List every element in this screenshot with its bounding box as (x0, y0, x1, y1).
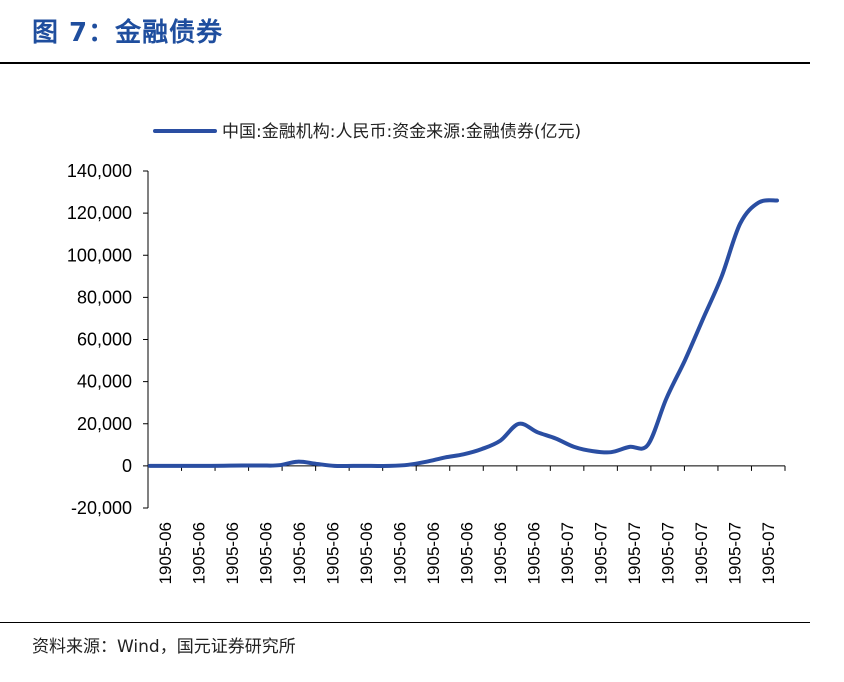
x-tick-label: 1905-07 (558, 522, 577, 584)
x-tick-label: 1905-07 (692, 522, 711, 584)
y-tick-label: 0 (122, 456, 132, 476)
line-chart: -20,000 0 20,000 40,000 60,000 80,000 100,000 1… (67, 122, 786, 584)
x-tick-label: 1905-06 (156, 522, 175, 584)
y-tick-label: 100,000 (67, 245, 132, 265)
x-tick-label: 1905-06 (458, 522, 477, 584)
y-tick-label: 40,000 (77, 372, 132, 392)
y-tick-label: -20,000 (71, 498, 132, 518)
x-tick-label: 1905-07 (592, 522, 611, 584)
top-rule (0, 62, 810, 64)
y-tick-label: 120,000 (67, 203, 132, 223)
source-note: 资料来源：Wind，国元证券研究所 (32, 637, 296, 657)
x-tick-label: 1905-06 (491, 522, 510, 584)
x-tick-label: 1905-06 (223, 522, 242, 584)
x-tick-label: 1905-06 (290, 522, 309, 584)
y-tick-label: 60,000 (77, 330, 132, 350)
x-tick-label: 1905-06 (390, 522, 409, 584)
x-tick-label: 1905-07 (625, 522, 644, 584)
x-tick-label: 1905-06 (189, 522, 208, 584)
legend-label: 中国:金融机构:人民币:资金来源:金融债券(亿元) (222, 122, 581, 142)
x-tick-label: 1905-06 (525, 522, 544, 584)
x-tick-label: 1905-06 (256, 522, 275, 584)
y-tick-label: 20,000 (77, 414, 132, 434)
series-line (148, 198, 779, 469)
x-tick-label: 1905-07 (726, 522, 745, 584)
x-tick-label: 1905-07 (659, 522, 678, 584)
y-tick-label: 80,000 (77, 287, 132, 307)
x-tick-label: 1905-06 (424, 522, 443, 584)
x-tick-label: 1905-06 (323, 522, 342, 584)
chart-title: 图 7：金融债券 (32, 18, 224, 48)
y-tick-label: 140,000 (67, 161, 132, 181)
bottom-rule (0, 622, 810, 623)
x-tick-label: 1905-07 (759, 522, 778, 584)
x-tick-label: 1905-06 (357, 522, 376, 584)
